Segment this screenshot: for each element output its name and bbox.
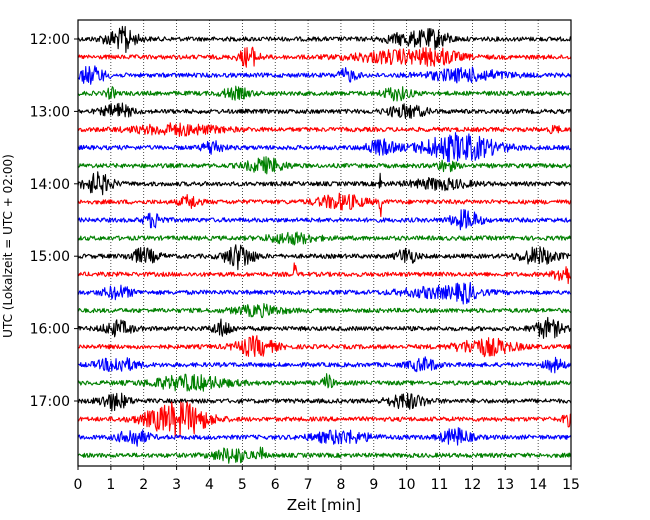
trace-1700 [77,392,572,412]
trace-1545 [77,303,572,319]
x-axis-label: Zeit [min] [287,496,361,514]
trace-1600 [77,316,572,339]
trace-1315 [77,122,572,137]
trace-1745 [77,446,572,464]
trace-1615 [77,335,572,358]
y-axis-ticks: 12:00 13:00 14:00 15:00 16:00 17:00 [30,32,78,410]
trace-1515 [77,262,572,285]
trace-1300 [77,102,572,119]
trace-1530 [77,281,572,305]
x-tick-label: 10 [398,477,416,493]
x-tick-label: 5 [238,477,247,493]
y-tick-label: 12:00 [30,32,70,48]
x-tick-label: 0 [74,477,83,493]
x-tick-label: 4 [205,477,214,493]
x-tick-label: 3 [172,477,181,493]
trace-1400 [77,171,572,196]
trace-1345 [77,156,572,175]
vertical-grid [110,20,539,466]
trace-1215 [77,46,572,68]
x-tick-label: 8 [336,477,345,493]
y-tick-label: 13:00 [30,104,70,120]
y-tick-label: 14:00 [30,177,70,193]
trace-1500 [77,244,572,271]
trace-1645 [77,373,572,392]
x-tick-label: 2 [139,477,148,493]
trace-1430 [77,209,572,231]
trace-1630 [77,356,572,374]
trace-1445 [77,231,572,246]
seismogram-traces [77,25,572,464]
x-tick-label: 14 [529,477,547,493]
x-axis-ticks: 0 1 2 3 4 5 6 7 8 9 10 11 12 13 14 15 [74,466,580,493]
x-tick-label: 12 [463,477,481,493]
y-tick-label: 17:00 [30,394,70,410]
trace-1230 [77,65,572,85]
x-tick-label: 7 [304,477,313,493]
trace-1730 [77,427,572,447]
y-tick-label: 16:00 [30,322,70,338]
trace-1715 [77,401,572,438]
y-axis-label: UTC (Lokalzeit = UTC + 02:00) [1,154,15,338]
x-tick-label: 11 [431,477,449,493]
trace-1330 [77,132,572,163]
trace-1415 [77,192,572,218]
x-tick-label: 13 [496,477,514,493]
trace-1200 [77,25,572,54]
x-tick-label: 6 [271,477,280,493]
x-tick-label: 9 [369,477,378,493]
plot-frame [77,19,572,467]
x-tick-label: 15 [562,477,580,493]
x-tick-label: 1 [106,477,115,493]
y-tick-label: 15:00 [30,249,70,265]
trace-1245 [77,85,572,102]
